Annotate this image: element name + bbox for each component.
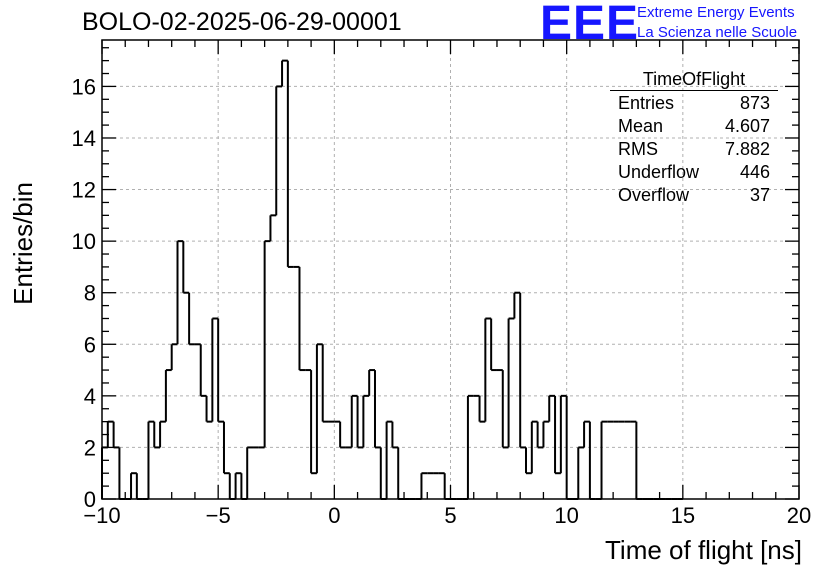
stats-label: RMS <box>618 139 658 159</box>
x-tick-label: 15 <box>671 503 695 528</box>
stats-value: 446 <box>739 162 770 182</box>
x-tick-label: 10 <box>554 503 578 528</box>
x-tick-label: 20 <box>787 503 811 528</box>
y-tick-label: 2 <box>84 435 96 460</box>
y-tick-label: 10 <box>72 229 96 254</box>
y-axis-label-container: Entries/bin <box>8 182 38 305</box>
logo-subtitle-line2: La Scienza nelle Scuole <box>637 24 798 41</box>
histogram-bins <box>101 59 683 500</box>
x-tick-label: 0 <box>328 503 340 528</box>
axis-ticks <box>101 40 800 500</box>
stats-label: Mean <box>618 116 664 136</box>
stats-value: 37 <box>749 185 770 205</box>
stats-box: TimeOfFlight Entries 873 Mean 4.607 RMS … <box>610 68 778 207</box>
stats-row-overflow: Overflow 37 <box>610 184 778 207</box>
stats-value: 873 <box>739 93 770 113</box>
x-tick-label: −5 <box>206 503 231 528</box>
y-tick-label: 14 <box>72 126 96 151</box>
x-axis-label: Time of flight [ns] <box>605 535 802 565</box>
y-tick-label: 0 <box>84 487 96 512</box>
stats-label: Underflow <box>618 162 700 182</box>
stats-label: Entries <box>618 93 675 113</box>
stats-value: 7.882 <box>724 139 770 159</box>
x-tick-label: 5 <box>444 503 456 528</box>
y-tick-label: 4 <box>84 384 96 409</box>
stats-row-rms: RMS 7.882 <box>610 138 778 161</box>
stats-box-divider <box>610 90 778 91</box>
y-axis-label: Entries/bin <box>8 182 38 305</box>
y-tick-label: 16 <box>72 74 96 99</box>
x-tick-labels: −10 −5 0 5 10 15 20 <box>83 503 811 528</box>
chart-title: BOLO-02-2025-06-29-00001 <box>82 8 402 36</box>
logo-subtitle-line1: Extreme Energy Events <box>637 4 795 21</box>
y-tick-labels: 0 2 4 6 8 10 12 14 16 <box>72 74 96 512</box>
stats-box-title: TimeOfFlight <box>642 69 746 89</box>
stats-value: 4.607 <box>724 116 770 136</box>
stats-row-underflow: Underflow 446 <box>610 161 778 184</box>
y-tick-label: 6 <box>84 332 96 357</box>
stats-row-entries: Entries 873 <box>610 92 778 115</box>
y-tick-label: 12 <box>72 178 96 203</box>
eee-logo: EEE <box>540 0 640 50</box>
stats-row-mean: Mean 4.607 <box>610 115 778 138</box>
y-tick-label: 8 <box>84 281 96 306</box>
x-tick-label: −10 <box>83 503 120 528</box>
stats-label: Overflow <box>618 185 690 205</box>
